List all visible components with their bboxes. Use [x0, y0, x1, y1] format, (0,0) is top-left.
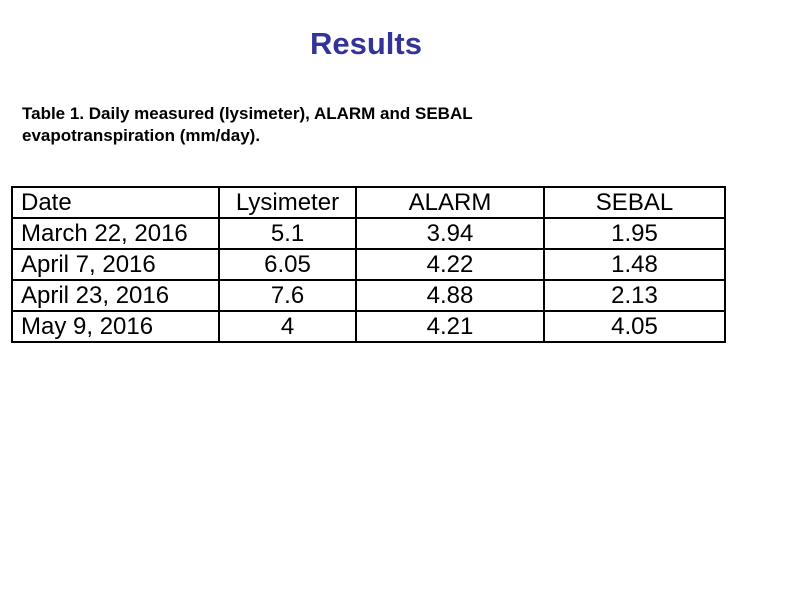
table-row: May 9, 2016 4 4.21 4.05: [11, 310, 726, 343]
cell-date: May 9, 2016: [11, 310, 220, 343]
column-header-date: Date: [11, 186, 220, 219]
cell-alarm: 4.22: [355, 248, 545, 281]
slide-title: Results: [310, 26, 422, 61]
evapotranspiration-table: Date Lysimeter ALARM SEBAL March 22, 201…: [11, 186, 726, 343]
column-header-alarm: ALARM: [355, 186, 545, 219]
column-header-sebal: SEBAL: [543, 186, 726, 219]
table-header-row: Date Lysimeter ALARM SEBAL: [11, 186, 726, 219]
cell-alarm: 3.94: [355, 217, 545, 250]
table-caption: Table 1. Daily measured (lysimeter), ALA…: [22, 104, 473, 145]
table-row: April 23, 2016 7.6 4.88 2.13: [11, 279, 726, 312]
cell-alarm: 4.21: [355, 310, 545, 343]
cell-sebal: 1.48: [543, 248, 726, 281]
cell-date: April 7, 2016: [11, 248, 220, 281]
cell-date: April 23, 2016: [11, 279, 220, 312]
table-row: March 22, 2016 5.1 3.94 1.95: [11, 217, 726, 250]
cell-alarm: 4.88: [355, 279, 545, 312]
table-row: April 7, 2016 6.05 4.22 1.48: [11, 248, 726, 281]
column-header-lysimeter: Lysimeter: [218, 186, 357, 219]
cell-lysimeter: 7.6: [218, 279, 357, 312]
cell-sebal: 1.95: [543, 217, 726, 250]
cell-lysimeter: 4: [218, 310, 357, 343]
cell-sebal: 2.13: [543, 279, 726, 312]
cell-lysimeter: 5.1: [218, 217, 357, 250]
cell-lysimeter: 6.05: [218, 248, 357, 281]
cell-date: March 22, 2016: [11, 217, 220, 250]
cell-sebal: 4.05: [543, 310, 726, 343]
